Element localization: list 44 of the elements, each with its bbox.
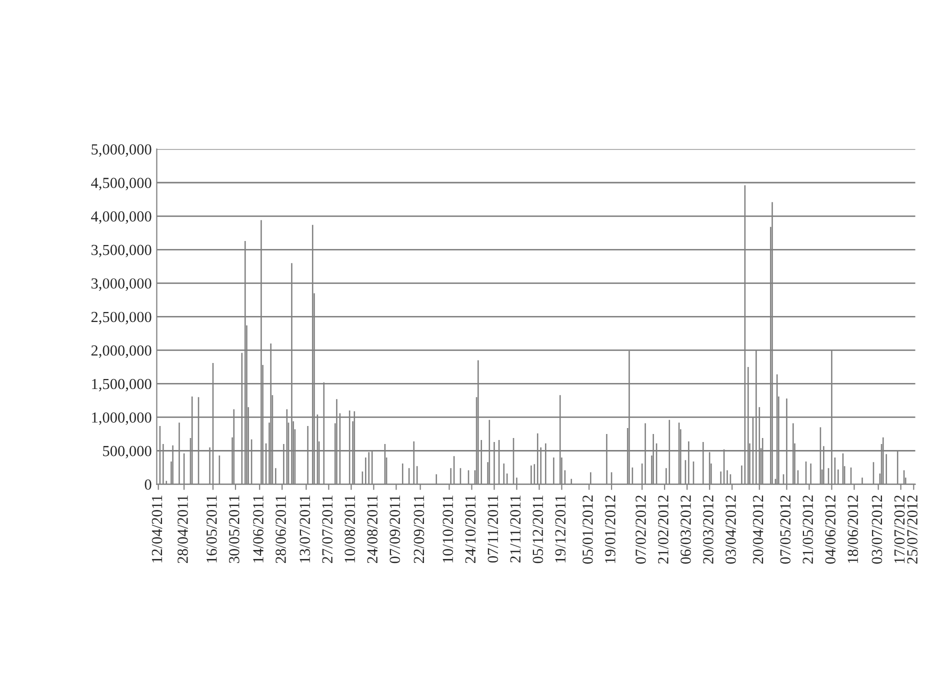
x-tick-label: 03/07/2012 xyxy=(872,496,882,564)
y-tick-label: 3,000,000 xyxy=(92,278,152,291)
x-tick-label: 19/01/2012 xyxy=(605,496,616,563)
x-tick-label: 16/05/2011 xyxy=(206,496,217,562)
y-tick-label: 1,500,000 xyxy=(92,378,152,392)
x-tick-label: 17/07/2012 xyxy=(894,496,905,563)
x-tick-label: 21/05/2012 xyxy=(802,496,814,564)
x-tick-label: 21/11/2011 xyxy=(510,496,521,562)
x-tick-label: 18/06/2012 xyxy=(848,496,858,563)
x-tick-label: 03/04/2012 xyxy=(726,496,736,564)
y-tick-label: 5,000,000 xyxy=(92,144,152,157)
x-tick-label: 24/08/2011 xyxy=(367,496,378,564)
x-tick-label: 07/11/2011 xyxy=(488,496,498,563)
x-tick-label: 04/06/2012 xyxy=(825,496,836,564)
x-tick-label: 13/07/2011 xyxy=(300,496,310,562)
x-tick-label: 05/12/2011 xyxy=(532,496,544,564)
x-tick-label: 25/07/2012 xyxy=(907,496,918,564)
x-tick-label: 06/03/2012 xyxy=(680,496,691,564)
x-tick-label: 07/05/2012 xyxy=(780,496,791,564)
x-tick-label: 14/06/2011 xyxy=(253,496,264,562)
y-tick-label: 4,500,000 xyxy=(91,178,152,190)
x-tick-label: 24/10/2011 xyxy=(465,496,476,564)
x-tick-label: 10/10/2011 xyxy=(442,496,454,562)
x-tick-label: 05/01/2012 xyxy=(582,496,593,564)
x-tick-label: 07/02/2012 xyxy=(636,496,646,564)
x-tick-label: 30/05/2011 xyxy=(229,496,240,563)
x-tick-label: 20/04/2012 xyxy=(752,496,764,564)
x-tick-label: 22/09/2011 xyxy=(414,496,424,564)
y-tick-label: 500,000 xyxy=(103,446,152,458)
x-tick-label: 19/12/2011 xyxy=(555,496,566,562)
x-tick-label: 27/07/2011 xyxy=(322,496,333,564)
y-tick-label: 2,500,000 xyxy=(91,312,152,324)
y-tick-label: 3,500,000 xyxy=(92,244,152,258)
x-tick-label: 12/04/2011 xyxy=(152,496,162,562)
y-tick-label: 2,000,000 xyxy=(91,345,152,358)
y-tick-label: 1,000,000 xyxy=(92,412,152,425)
x-tick-label: 21/02/2012 xyxy=(658,496,668,564)
x-tick-label: 07/09/2011 xyxy=(390,496,400,564)
y-tick-label: 4,000,000 xyxy=(91,211,152,224)
x-tick-label: 10/08/2011 xyxy=(344,496,356,562)
x-tick-label: 28/06/2011 xyxy=(276,496,286,564)
x-tick-label: 20/03/2012 xyxy=(703,496,714,564)
x-tick-label: 28/04/2011 xyxy=(178,496,188,564)
y-tick-label: 0 xyxy=(144,479,152,490)
